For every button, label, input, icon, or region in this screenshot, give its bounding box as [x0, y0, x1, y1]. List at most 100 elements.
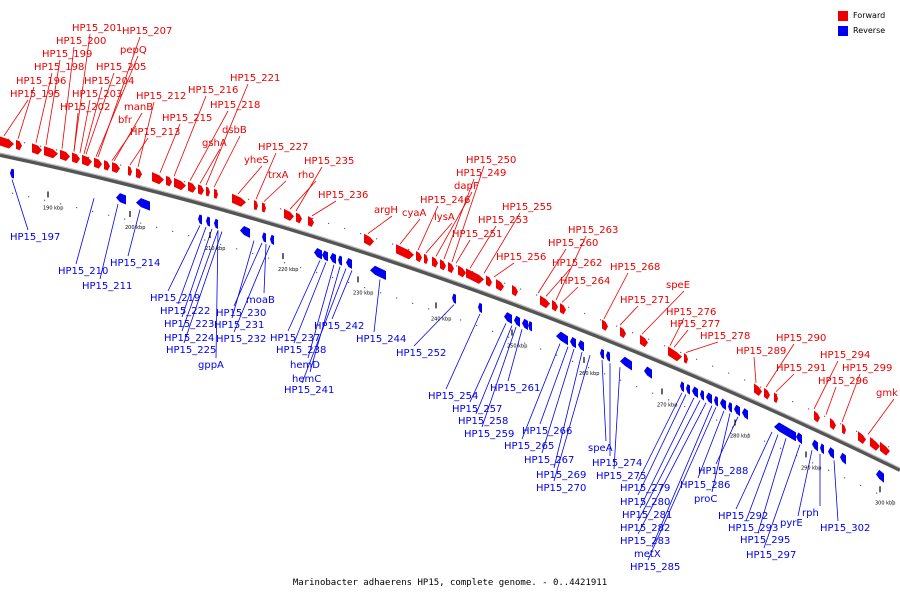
forward-leader [237, 165, 263, 195]
guide-dot [504, 282, 506, 284]
reverse-gene-label: HP15_259 [464, 429, 514, 440]
guide-dot [284, 262, 286, 264]
forward-leader [97, 36, 141, 158]
reverse-leader [481, 326, 517, 428]
reverse-gene-arrow [876, 469, 884, 483]
forward-gene-arrow [774, 392, 778, 404]
label-leaders [3, 33, 895, 561]
guide-dot [280, 208, 282, 210]
reverse-gene-arrow [734, 404, 740, 417]
reverse-gene-arrow [570, 336, 576, 349]
guide-dot [156, 226, 158, 228]
guide-dot [376, 238, 378, 240]
forward-leader [753, 356, 757, 383]
reverse-gene-label: moaB [246, 295, 275, 306]
forward-leader [173, 95, 207, 177]
forward-leader [255, 152, 277, 200]
forward-gene-arrow [512, 285, 518, 297]
forward-gene-arrow [308, 216, 314, 228]
reverse-gene-label: HP15_232 [216, 334, 266, 345]
forward-gene-arrow [214, 188, 218, 199]
forward-gene-label: HP15_203 [72, 89, 122, 100]
forward-gene-arrow [396, 244, 414, 260]
guide-dot [780, 447, 782, 449]
reverse-leader [307, 264, 335, 359]
tick-label: 260 kbp [579, 371, 599, 377]
forward-gene-arrow [60, 149, 70, 162]
gene-features [0, 136, 890, 483]
forward-gene-label: speE [666, 280, 690, 291]
reverse-gene-label: HP15_258 [458, 416, 508, 427]
guide-dot [120, 164, 122, 166]
legend-reverse: Reverse [838, 23, 885, 38]
forward-leader [867, 398, 895, 435]
guide-dot [828, 469, 830, 471]
guide-dot [264, 203, 266, 205]
guide-dot [668, 399, 670, 401]
forward-swatch [838, 10, 848, 21]
forward-gene-label: HP15_290 [776, 333, 826, 344]
reverse-gene-arrow [820, 443, 824, 455]
forward-leader [129, 137, 149, 166]
forward-gene-label: HP15_198 [34, 62, 84, 73]
guide-dot [172, 230, 174, 233]
tick-label: 270 kbp [657, 402, 677, 408]
tick-label: 240 kbp [431, 316, 451, 322]
forward-gene-label: HP15_201 [72, 23, 122, 34]
reverse-gene-arrow [620, 356, 632, 371]
forward-leader [45, 59, 61, 146]
reverse-gene-label: HP15_252 [396, 348, 446, 359]
reverse-gene-label: HP15_286 [680, 480, 730, 491]
forward-leader [399, 218, 421, 245]
guide-dot [328, 222, 330, 225]
forward-leader [83, 86, 103, 154]
guide-dot [568, 306, 570, 308]
reverse-leader [181, 230, 219, 332]
reverse-leader [637, 402, 707, 535]
guide-dot [316, 271, 318, 274]
forward-leader [545, 268, 571, 297]
forward-leader [189, 110, 229, 181]
forward-leader [311, 200, 337, 217]
forward-gene-label: HP15_212 [136, 91, 186, 102]
forward-leader [813, 360, 839, 410]
guide-dot [472, 271, 474, 273]
forward-leader [213, 135, 241, 188]
reverse-leader [601, 359, 607, 442]
guide-dot [248, 198, 250, 201]
forward-gene-label: cyaA [402, 208, 427, 219]
forward-gene-label: HP15_236 [318, 190, 368, 201]
reverse-leader [637, 400, 701, 522]
forward-gene-arrow [206, 186, 210, 197]
reverse-leader [507, 329, 523, 382]
forward-leader [263, 180, 287, 202]
guide-dot [124, 218, 126, 220]
reverse-leader [637, 392, 683, 482]
forward-leader [205, 83, 249, 186]
reverse-leader [469, 323, 507, 403]
guide-dot [108, 214, 110, 216]
reverse-gene-arrow [10, 168, 14, 179]
forward-gene-arrow [440, 259, 446, 271]
reverse-gene-arrow [828, 447, 834, 459]
forward-gene-label: HP15_262 [552, 258, 602, 269]
forward-gene-label: HP15_296 [818, 376, 868, 387]
reverse-gene-label: metX [634, 549, 661, 560]
reverse-gene-arrow [606, 351, 610, 362]
reverse-leader [231, 240, 255, 319]
forward-gene-arrow [842, 423, 846, 435]
guide-dot [600, 319, 602, 321]
reverse-gene-label: HP15_261 [490, 383, 540, 394]
reverse-gene-arrow [262, 232, 266, 243]
forward-gene-arrow [128, 166, 132, 177]
tick-label: 190 kbp [43, 205, 63, 211]
forward-gene-arrow [684, 353, 688, 364]
reverse-gene-label: speA [588, 443, 613, 454]
forward-gene-label: HP15_246 [420, 195, 470, 206]
tick-label: 300 kbp [875, 500, 895, 506]
reverse-gene-arrow [728, 401, 732, 413]
forward-leader [443, 178, 475, 260]
guide-dot [824, 415, 826, 417]
forward-gene-arrow [232, 193, 246, 207]
reverse-leader [553, 352, 583, 469]
